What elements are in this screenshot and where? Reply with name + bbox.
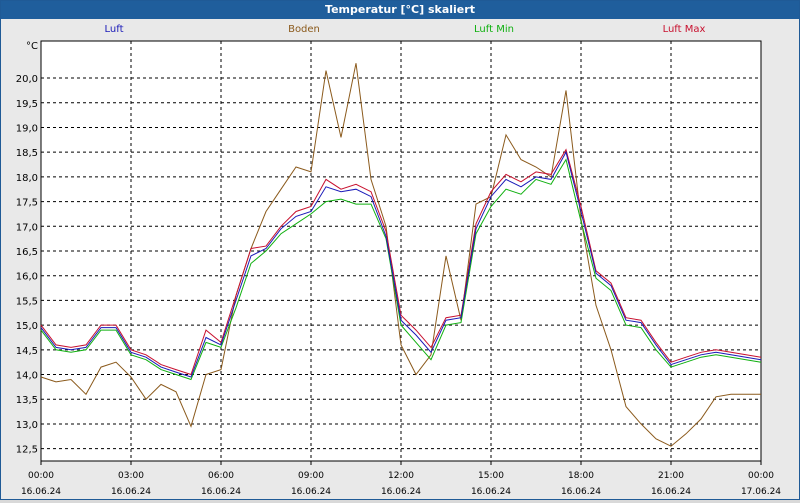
y-tick-label: 15,0 [16, 321, 38, 332]
legend-entry-boden: Boden [288, 24, 320, 35]
legend-entry-luft-max: Luft Max [663, 24, 706, 35]
series-line-luft-max [40, 148, 762, 376]
x-tick-time-label: 06:00 [208, 471, 234, 481]
x-tick-time-label: 18:00 [568, 471, 594, 481]
y-tick-label: 14,0 [16, 371, 38, 382]
series-line-luft [40, 150, 762, 378]
x-tick-time-label: 00:00 [748, 471, 774, 481]
x-tick-time-label: 15:00 [478, 471, 504, 481]
x-tick-time-label: 12:00 [388, 471, 414, 481]
x-tick-date-label: 16.06.24 [21, 487, 61, 497]
y-tick-label: 20,0 [16, 74, 38, 85]
x-tick-date-label: 16.06.24 [471, 487, 511, 497]
y-tick-label: 19,5 [16, 99, 38, 110]
y-tick-label: 13,0 [16, 420, 38, 431]
y-tick-label: 16,0 [16, 272, 38, 283]
x-tick-time-label: 21:00 [658, 471, 684, 481]
y-axis-unit-label: °C [26, 41, 38, 52]
chart-area: 12,5 13,0 13,5 14,0 14,5 15,0 15,5 16,0 16,5 17,0… [1, 19, 799, 499]
y-tick-label: 13,5 [16, 395, 38, 406]
series-line-luft-min [40, 158, 762, 381]
y-tick-label: 18,0 [16, 173, 38, 184]
x-tick-time-label: 09:00 [298, 471, 324, 481]
y-tick-label: 17,5 [16, 198, 38, 209]
x-tick-time-label: 00:00 [28, 471, 54, 481]
y-tick-label: 14,5 [16, 346, 38, 357]
y-tick-label: 12,5 [16, 445, 38, 456]
y-tick-label: 18,5 [16, 148, 38, 159]
y-tick-label: 17,0 [16, 222, 38, 233]
x-tick-time-label: 03:00 [118, 471, 144, 481]
legend-entry-luft: Luft [105, 24, 124, 35]
x-tick-date-label: 16.06.24 [201, 487, 241, 497]
y-tick-label: 19,0 [16, 123, 38, 134]
temperature-chart: 12,5 13,0 13,5 14,0 14,5 15,0 15,5 16,0 16,5 17,0… [16, 24, 782, 497]
x-tick-date-label: 17.06.24 [741, 487, 781, 497]
x-tick-date-label: 16.06.24 [291, 487, 331, 497]
y-tick-label: 16,5 [16, 247, 38, 258]
y-tick-label: 15,5 [16, 296, 38, 307]
legend-entry-luft-min: Luft Min [474, 24, 514, 35]
x-tick-date-label: 16.06.24 [111, 487, 151, 497]
plot-frame [40, 40, 762, 462]
x-tick-date-label: 16.06.24 [651, 487, 691, 497]
x-tick-date-label: 16.06.24 [561, 487, 601, 497]
window-title: Temperatur [°C] skaliert [1, 1, 799, 19]
series-line-boden [40, 63, 761, 447]
x-tick-date-label: 16.06.24 [381, 487, 421, 497]
